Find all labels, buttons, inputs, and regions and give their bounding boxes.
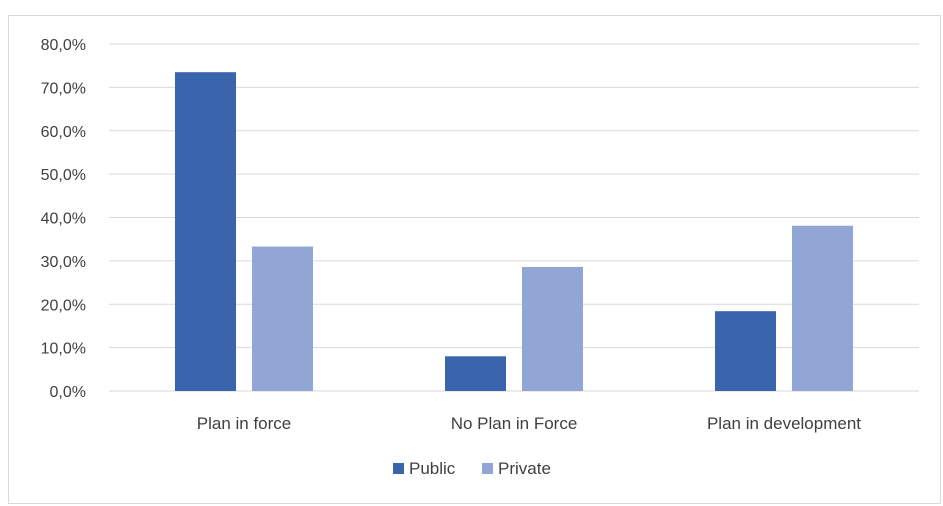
y-tick-label: 80,0%	[41, 37, 86, 54]
legend: Public Private	[393, 459, 551, 478]
bar-private-3	[792, 225, 853, 391]
y-axis-ticks: 0,0% 10,0% 20,0% 30,0% 40,0% 50,0% 60,0% 70,0% 8…	[41, 37, 86, 401]
x-category-label: Plan in development	[707, 414, 861, 433]
x-category-label: No Plan in Force	[451, 414, 578, 433]
x-axis-labels: Plan in force No Plan in Force Plan in dev…	[197, 414, 862, 433]
y-tick-label: 20,0%	[41, 297, 86, 314]
bar-public-3	[715, 311, 776, 391]
legend-swatch-public	[393, 463, 404, 474]
legend-swatch-private	[482, 463, 493, 474]
bar-chart: 0,0% 10,0% 20,0% 30,0% 40,0% 50,0% 60,0% 70,0% 8…	[41, 37, 919, 478]
bar-private-2	[522, 266, 583, 391]
y-tick-label: 10,0%	[41, 341, 86, 358]
bar-public-1	[175, 72, 236, 391]
y-tick-label: 70,0%	[41, 80, 86, 97]
bars	[175, 72, 853, 391]
x-category-label: Plan in force	[197, 414, 292, 433]
y-tick-label: 0,0%	[50, 384, 86, 401]
legend-label-private: Private	[498, 459, 551, 478]
y-tick-label: 60,0%	[41, 124, 86, 141]
bar-private-1	[252, 246, 313, 391]
gridlines	[109, 43, 919, 392]
y-tick-label: 30,0%	[41, 254, 86, 271]
chart-area: 0,0% 10,0% 20,0% 30,0% 40,0% 50,0% 60,0% 70,0% 8…	[8, 15, 941, 504]
y-tick-label: 50,0%	[41, 167, 86, 184]
y-tick-label: 40,0%	[41, 211, 86, 228]
bar-public-2	[445, 356, 506, 391]
legend-label-public: Public	[409, 459, 456, 478]
